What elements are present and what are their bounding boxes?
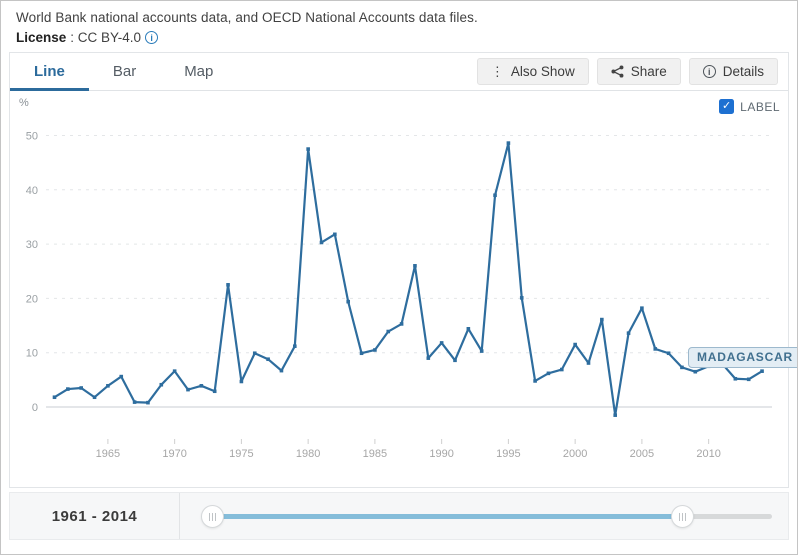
- range-label: 1961 - 2014: [51, 507, 138, 525]
- y-axis-unit-label: %: [19, 97, 29, 109]
- svg-text:10: 10: [26, 348, 38, 360]
- grip-icon: [209, 512, 216, 521]
- svg-text:2010: 2010: [696, 448, 720, 460]
- svg-text:30: 30: [26, 239, 38, 251]
- svg-text:40: 40: [26, 185, 38, 197]
- label-checkbox[interactable]: ✓: [719, 99, 735, 114]
- svg-text:1980: 1980: [296, 448, 320, 460]
- details-info-icon: i: [702, 65, 716, 78]
- series-country-tag[interactable]: MADAGASCAR: [688, 347, 797, 368]
- kebab-menu-icon: ⋮: [490, 64, 504, 79]
- license-info-icon[interactable]: i: [145, 31, 159, 44]
- license-value: : CC BY-4.0: [70, 30, 142, 45]
- range-cell: 1961 - 2014: [10, 493, 180, 539]
- slider-handle-start[interactable]: [201, 505, 224, 528]
- tab-bar: Line Bar Map ⋮ Also Show: [10, 53, 788, 91]
- slider-handle-end[interactable]: [671, 505, 694, 528]
- details-label: Details: [722, 64, 764, 79]
- share-label: Share: [630, 64, 667, 79]
- chart-card: Line Bar Map ⋮ Also Show: [9, 52, 797, 488]
- svg-text:0: 0: [32, 402, 38, 414]
- details-button[interactable]: i Details: [688, 58, 778, 85]
- svg-text:1990: 1990: [429, 448, 453, 460]
- data-source-text: World Bank national accounts data, and O…: [16, 10, 478, 25]
- svg-text:20: 20: [26, 293, 38, 305]
- slider-track-fill[interactable]: [212, 514, 683, 519]
- tab-line[interactable]: Line: [10, 53, 89, 91]
- also-show-button[interactable]: ⋮ Also Show: [476, 58, 589, 85]
- share-icon: [611, 65, 624, 78]
- label-checkbox-row[interactable]: ✓ LABEL: [719, 99, 780, 114]
- svg-text:2000: 2000: [563, 448, 587, 460]
- time-range-bar: 1961 - 2014: [9, 492, 789, 540]
- label-checkbox-text: LABEL: [740, 99, 780, 114]
- svg-text:1965: 1965: [96, 448, 120, 460]
- svg-text:1985: 1985: [363, 448, 387, 460]
- header: World Bank national accounts data, and O…: [1, 1, 797, 49]
- license-line: License : CC BY-4.0 i: [16, 30, 782, 45]
- chart-region: % ✓ LABEL 0 10 20 30 40 50 1965 1970 1975 1980 198…: [10, 91, 797, 487]
- svg-text:1975: 1975: [229, 448, 253, 460]
- svg-text:50: 50: [26, 131, 38, 143]
- grip-icon: [679, 512, 686, 521]
- svg-text:2005: 2005: [630, 448, 654, 460]
- tab-bar-chart[interactable]: Bar: [112, 63, 137, 80]
- license-label: License: [16, 30, 67, 45]
- tab-map[interactable]: Map: [184, 63, 214, 80]
- svg-text:1995: 1995: [496, 448, 520, 460]
- share-button[interactable]: Share: [596, 58, 681, 85]
- line-chart-svg: 0 10 20 30 40 50 1965 1970 1975 1980 1985 1990 1995 2…: [26, 131, 772, 460]
- also-show-label: Also Show: [510, 64, 575, 79]
- toolbar: ⋮ Also Show Share: [476, 53, 788, 90]
- svg-text:1970: 1970: [162, 448, 186, 460]
- year-range-slider[interactable]: [180, 493, 788, 539]
